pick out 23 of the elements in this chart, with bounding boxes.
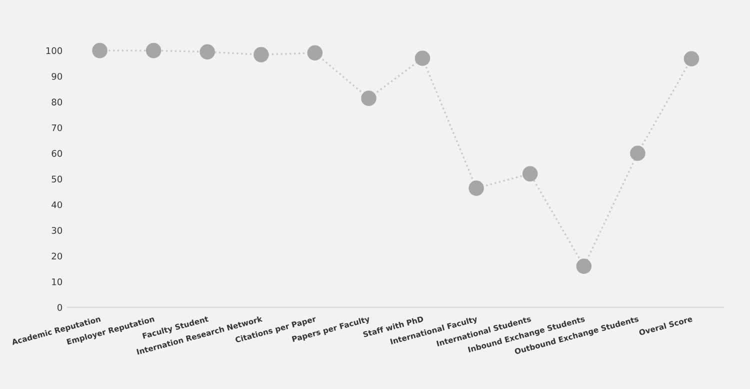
- point: [630, 146, 646, 161]
- y-tick-label: 10: [52, 278, 62, 286]
- y-tick-label: 20: [52, 252, 62, 260]
- point: [200, 44, 215, 60]
- y-tick-label: 50: [52, 176, 62, 182]
- y-tick-label: 100: [46, 47, 62, 54]
- point: [254, 47, 269, 62]
- y-tick-label: 80: [52, 98, 62, 106]
- y-tick-label: 70: [52, 124, 62, 132]
- y-tick-label: 90: [52, 72, 62, 80]
- point: [576, 258, 592, 274]
- y-tick-label: 0: [57, 304, 62, 311]
- point: [92, 42, 108, 58]
- point: [146, 42, 162, 58]
- point: [684, 51, 700, 66]
- point: [522, 166, 538, 182]
- point: [307, 45, 323, 61]
- y-tick-label: 30: [52, 227, 62, 234]
- y-tick-label: 40: [52, 201, 62, 208]
- point: [414, 50, 430, 66]
- y-tick-label: 60: [52, 150, 62, 157]
- point: [468, 180, 484, 196]
- point: [361, 90, 376, 106]
